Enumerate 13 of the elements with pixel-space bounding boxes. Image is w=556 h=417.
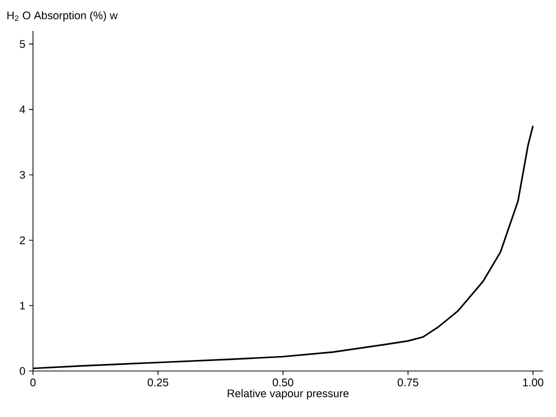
y-tick-label: 5 [20, 40, 25, 48]
y-tick-label: 4 [20, 106, 26, 114]
x-axis-title: Relative vapour pressure [228, 389, 349, 400]
y-tick-label: 3 [20, 170, 25, 179]
y-tick-label: 0 [20, 367, 26, 375]
y-tick-label: 2 [20, 236, 25, 244]
x-tick-label: 0 [30, 378, 36, 386]
x-tick-label: 0.50 [272, 378, 294, 386]
x-tick-label: 0.25 [148, 378, 168, 386]
x-tick-label: 1.00 [523, 378, 544, 386]
y-tick-label: 1 [20, 302, 25, 310]
x-tick-label: 0.75 [398, 378, 418, 386]
y-axis-title: H$_{2}$ O Absorption (%) w [7, 11, 118, 22]
